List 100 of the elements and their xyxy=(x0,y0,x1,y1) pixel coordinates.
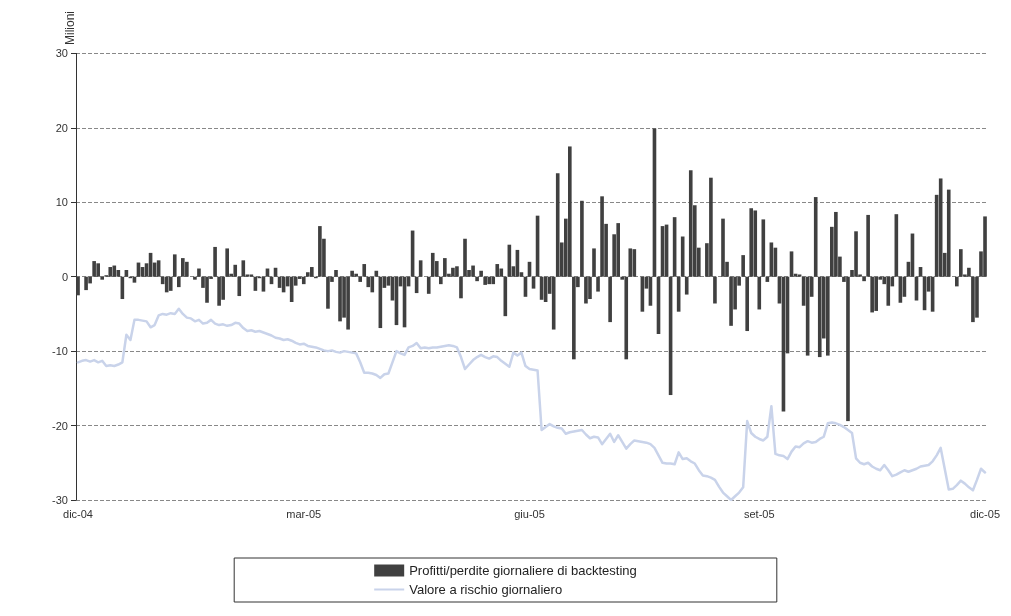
bar xyxy=(459,276,463,299)
bar xyxy=(946,189,951,277)
bar xyxy=(96,263,100,277)
bar xyxy=(749,208,754,277)
bar xyxy=(886,276,891,306)
x-tick-label: dic-04 xyxy=(63,507,93,520)
bar xyxy=(479,270,483,277)
bar xyxy=(439,276,443,285)
bar xyxy=(233,264,238,277)
bar xyxy=(866,214,870,277)
legend-label: Profitti/perdite giornaliere di backtesting xyxy=(409,563,637,578)
bar xyxy=(426,276,431,294)
bar xyxy=(688,170,693,277)
bar xyxy=(874,276,878,311)
bar xyxy=(92,261,96,277)
bar xyxy=(225,248,229,277)
y-axis-title: Milioni xyxy=(63,11,77,46)
bar xyxy=(326,276,330,309)
bar xyxy=(741,255,745,277)
bar xyxy=(729,276,733,326)
bar xyxy=(826,276,830,356)
x-tick-label: dic-05 xyxy=(970,507,1001,520)
bar xyxy=(709,177,713,277)
bar xyxy=(354,273,358,277)
bar xyxy=(862,276,866,282)
x-tick-label: giu-05 xyxy=(514,507,545,520)
bar xyxy=(217,276,221,306)
line-series xyxy=(76,307,987,502)
bar xyxy=(176,276,181,288)
bar xyxy=(959,249,963,277)
bar xyxy=(551,276,556,330)
bar xyxy=(813,197,818,277)
bar xyxy=(721,218,725,277)
bar xyxy=(241,260,246,277)
bar xyxy=(358,276,363,282)
bar xyxy=(596,276,600,292)
bar xyxy=(757,276,762,310)
bar xyxy=(475,276,479,282)
bar xyxy=(761,219,766,277)
bar xyxy=(430,252,435,277)
bar xyxy=(817,276,822,358)
bar xyxy=(366,276,371,288)
bar xyxy=(870,276,874,313)
bar xyxy=(455,266,459,277)
bar xyxy=(584,276,588,304)
bar xyxy=(487,276,492,285)
bar xyxy=(592,248,596,277)
bar xyxy=(100,276,105,280)
bar xyxy=(318,226,322,277)
bar xyxy=(713,276,717,304)
bar xyxy=(334,270,338,277)
bar xyxy=(249,274,254,277)
bar xyxy=(834,211,838,277)
bar xyxy=(172,254,177,277)
bar xyxy=(370,276,375,293)
y-tick-label: 30 xyxy=(55,47,68,60)
bar xyxy=(491,276,496,285)
bar xyxy=(580,200,584,277)
bar xyxy=(301,276,306,285)
y-tick-label: -30 xyxy=(52,494,68,506)
bar xyxy=(463,238,467,277)
bar xyxy=(483,276,487,285)
bar xyxy=(499,268,504,277)
bar xyxy=(76,276,80,296)
y-tick-label: 0 xyxy=(61,270,68,283)
bar xyxy=(624,276,629,360)
y-tick-label: -20 xyxy=(52,419,68,432)
bar xyxy=(205,276,209,303)
bar xyxy=(572,276,576,360)
bar xyxy=(164,276,169,293)
bar xyxy=(967,267,971,277)
bar xyxy=(628,248,633,277)
bar xyxy=(193,276,197,280)
bar xyxy=(181,258,185,277)
bar xyxy=(745,276,749,332)
bar xyxy=(346,276,350,330)
bar xyxy=(168,276,173,291)
legend-label: Valore a rischio giornaliero xyxy=(409,582,563,597)
bar xyxy=(971,276,975,323)
x-tick-label: set-05 xyxy=(743,507,775,520)
y-tick-label: 20 xyxy=(55,121,68,134)
y-tick-label: -10 xyxy=(52,345,68,358)
bar xyxy=(213,246,217,277)
bar xyxy=(600,196,604,277)
bar xyxy=(310,267,314,277)
bar xyxy=(443,258,447,277)
bar xyxy=(350,270,354,277)
bar xyxy=(568,146,572,277)
bar xyxy=(616,223,620,277)
bar xyxy=(197,268,201,277)
bar xyxy=(338,276,342,322)
bar xyxy=(471,265,475,277)
bar xyxy=(185,261,189,277)
bar xyxy=(684,276,689,295)
bar xyxy=(555,173,560,277)
bar xyxy=(495,264,500,277)
bar xyxy=(451,267,455,277)
bar xyxy=(975,276,979,318)
bar xyxy=(753,210,758,277)
bar xyxy=(680,236,685,277)
